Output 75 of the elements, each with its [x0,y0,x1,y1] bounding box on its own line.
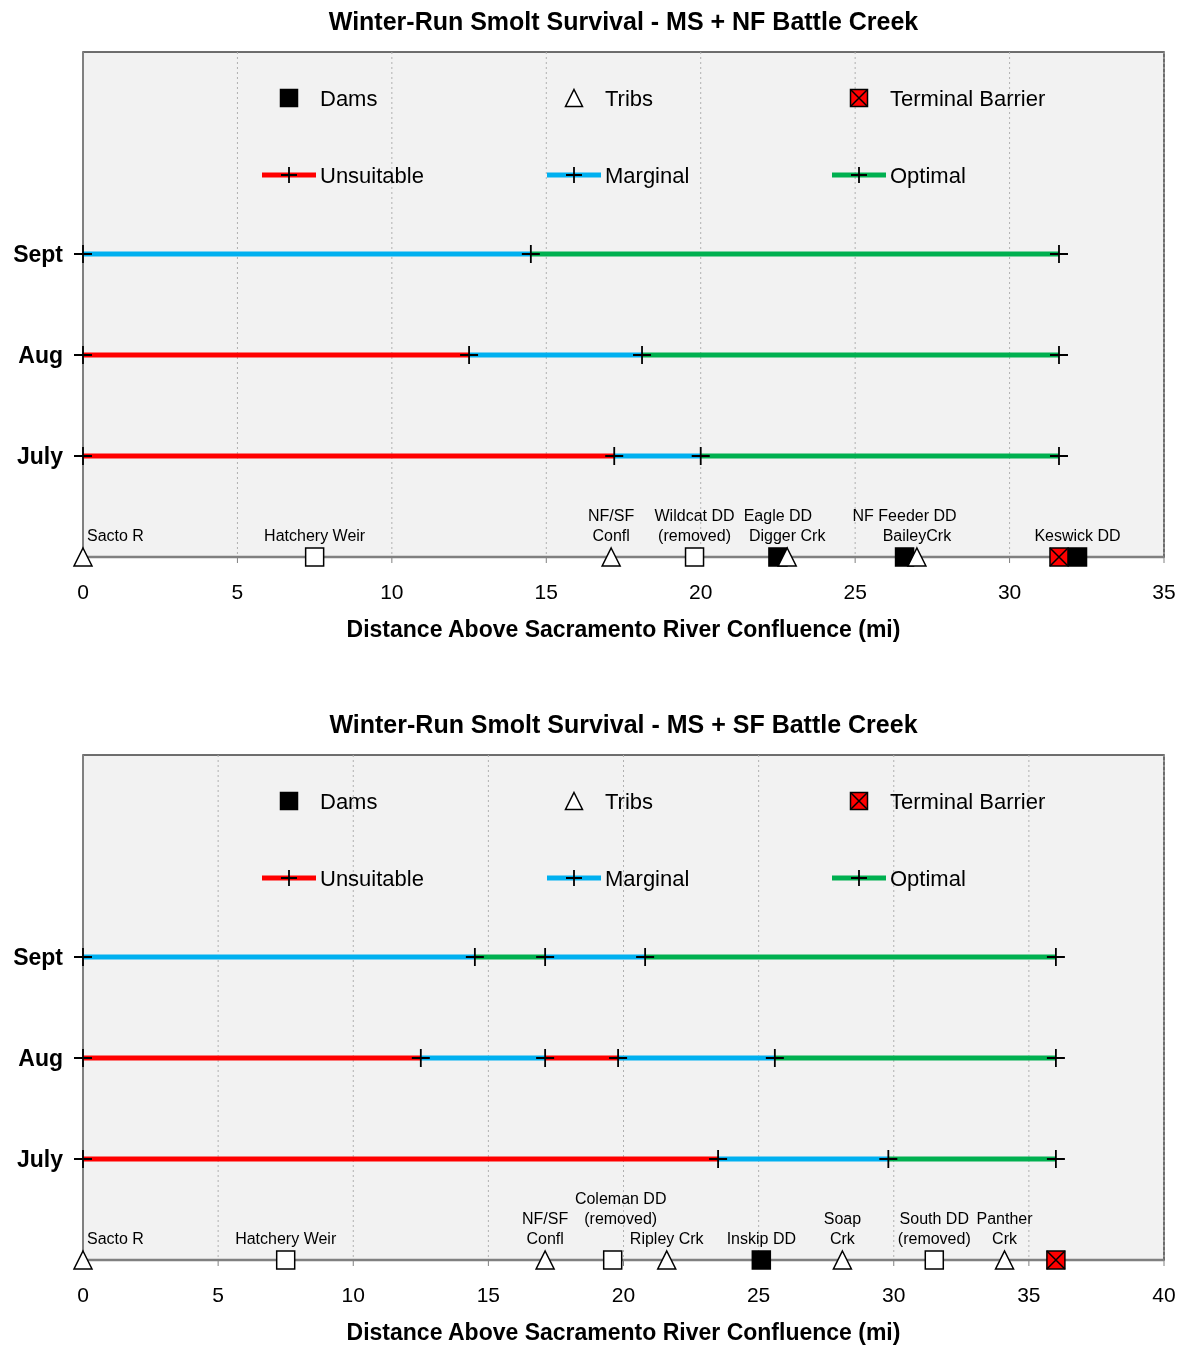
x-tick-label: 10 [380,580,404,603]
bar [420,1055,546,1061]
data-label: Keswick DD [1034,527,1121,544]
x-tick-label: 25 [843,580,867,603]
y-tick-label: Sept [13,944,64,970]
data-label: Panther Crk [976,1210,1034,1247]
bar [530,251,1059,257]
x-tick-label: 0 [77,580,89,603]
y-tick-label: Aug [18,1045,63,1071]
data-label: Hatchery Weir [264,527,366,544]
bar [83,954,475,960]
data-label: Ripley Crk [629,1230,705,1247]
bar [83,1055,421,1061]
x-tick-label: 35 [1017,1283,1041,1306]
x-tick-label: 20 [689,580,713,603]
bar [545,954,646,960]
x-tick-label: 30 [997,580,1022,603]
bar [618,1055,775,1061]
bar [888,1156,1056,1162]
data-label: NF/SF Confl [522,1210,569,1247]
bar [700,453,1059,459]
data-label: Digger Crk [748,527,827,544]
x-tick-label: 20 [611,1283,636,1306]
x-tick-label: 5 [212,1283,224,1306]
data-label: Soap Crk [823,1210,862,1247]
bar [83,251,531,257]
data-label: Coleman DD (removed) [574,1190,667,1227]
legend-label: Tribs [605,789,654,814]
y-tick-label: July [16,1146,64,1172]
x-tick-label: 5 [231,580,244,603]
bar [774,1055,1056,1061]
data-label: BaileyCrk [882,527,953,544]
chart-title: Winter-Run Smolt Survival - MS + NF Battle Creek [328,7,919,35]
data-label: Inskip DD [726,1230,797,1247]
data-label: NF/SF Confl [588,507,635,544]
y-tick-label: Sept [13,241,64,267]
data-label: Sacto R [87,1230,144,1247]
legend-label: Terminal Barrier [890,789,1046,814]
data-label: Wildcat DD (removed) [654,507,735,544]
chart-title: Winter-Run Smolt Survival - MS + SF Battle Creek [329,710,918,738]
x-tick-label: 30 [882,1283,906,1306]
x-axis-title: Distance Above Sacramento River Confluence (mi) [346,1319,901,1345]
data-label: Hatchery Weir [235,1230,337,1247]
x-tick-label: 15 [476,1283,501,1306]
bar [614,453,701,459]
legend-label: Marginal [605,163,690,188]
legend-label: Terminal Barrier [890,86,1046,111]
data-label: NF Feeder DD [852,507,957,524]
y-tick-label: Aug [18,342,63,368]
legend-label: Optimal [890,866,966,891]
legend-label: Dams [320,789,378,814]
bar [718,1156,889,1162]
bar [83,1156,719,1162]
bar [645,954,1056,960]
x-tick-label: 40 [1152,1283,1176,1306]
bar [83,453,615,459]
bar [469,352,643,358]
legend-label: Tribs [605,86,654,111]
legend-label: Marginal [605,866,690,891]
x-axis-title: Distance Above Sacramento River Confluence (mi) [346,616,901,642]
legend-label: Optimal [890,163,966,188]
x-tick-label: 15 [534,580,558,603]
data-label: Sacto R [87,527,144,544]
x-tick-label: 0 [77,1283,89,1306]
legend-label: Unsuitable [320,866,424,891]
bar [642,352,1059,358]
x-tick-label: 25 [746,1283,771,1306]
data-label: Eagle DD [743,507,813,524]
data-label: South DD (removed) [897,1210,971,1247]
legend-label: Dams [320,86,378,111]
x-tick-label: 10 [341,1283,365,1306]
x-tick-label: 35 [1152,580,1176,603]
bar [83,352,470,358]
legend-label: Unsuitable [320,163,424,188]
y-tick-label: July [16,443,64,469]
